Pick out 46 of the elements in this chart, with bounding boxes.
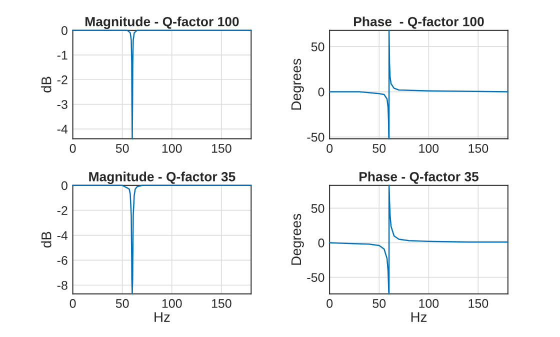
x-axis-title: Hz (154, 312, 170, 322)
line-series (328, 30, 509, 140)
line-series (72, 184, 252, 294)
y-tick-label: 50 (311, 204, 324, 213)
x-tick-label: 50 (116, 144, 129, 153)
y-tick-label: -4 (57, 124, 68, 134)
y-axis-title: Degrees (291, 58, 304, 110)
y-tick-label: -50 (307, 273, 324, 282)
x-tick-label: 50 (372, 299, 386, 308)
x-tick-label: 100 (419, 144, 439, 153)
chart-title: Magnitude - Q-factor 35 (89, 172, 236, 184)
x-tick-label: 150 (468, 299, 488, 308)
y-axis-title: Degrees (291, 214, 304, 265)
x-tick-label: 100 (162, 299, 182, 308)
x-tick-label: 50 (116, 299, 129, 308)
y-axis-title: dB (41, 76, 52, 92)
y-axis-title: dB (41, 232, 52, 248)
y-tick-label: -3 (57, 100, 68, 109)
y-tick-label: -8 (57, 280, 68, 290)
y-tick-label: 50 (311, 42, 324, 52)
y-tick-label: -6 (57, 256, 68, 265)
chart-title: Phase - Q-factor 35 (360, 172, 479, 184)
x-tick-label: 150 (468, 144, 488, 153)
x-tick-label: 50 (372, 144, 386, 153)
y-tick-label: -1 (57, 50, 68, 60)
x-tick-label: 150 (212, 144, 232, 153)
y-tick-label: 0 (318, 238, 324, 248)
x-tick-label: 100 (419, 299, 439, 308)
x-tick-label: 0 (70, 144, 76, 153)
y-tick-label: -2 (57, 206, 68, 215)
x-tick-label: 100 (162, 144, 182, 153)
y-tick-label: -50 (307, 132, 324, 142)
line-series (328, 184, 509, 294)
x-tick-label: 0 (326, 299, 333, 308)
y-tick-label: -2 (57, 75, 68, 84)
y-tick-label: 0 (61, 26, 68, 35)
x-tick-label: 150 (212, 299, 232, 308)
x-tick-label: 0 (70, 299, 76, 308)
chart-title: Phase - Q-factor 100 (354, 16, 484, 29)
y-tick-label: -4 (57, 231, 68, 240)
line-series (72, 30, 252, 140)
x-axis-title: Hz (411, 312, 427, 322)
y-tick-label: 0 (61, 181, 68, 190)
chart-title: Magnitude - Q-factor 100 (86, 16, 239, 29)
y-tick-label: 0 (318, 88, 324, 96)
x-tick-label: 0 (326, 144, 333, 153)
